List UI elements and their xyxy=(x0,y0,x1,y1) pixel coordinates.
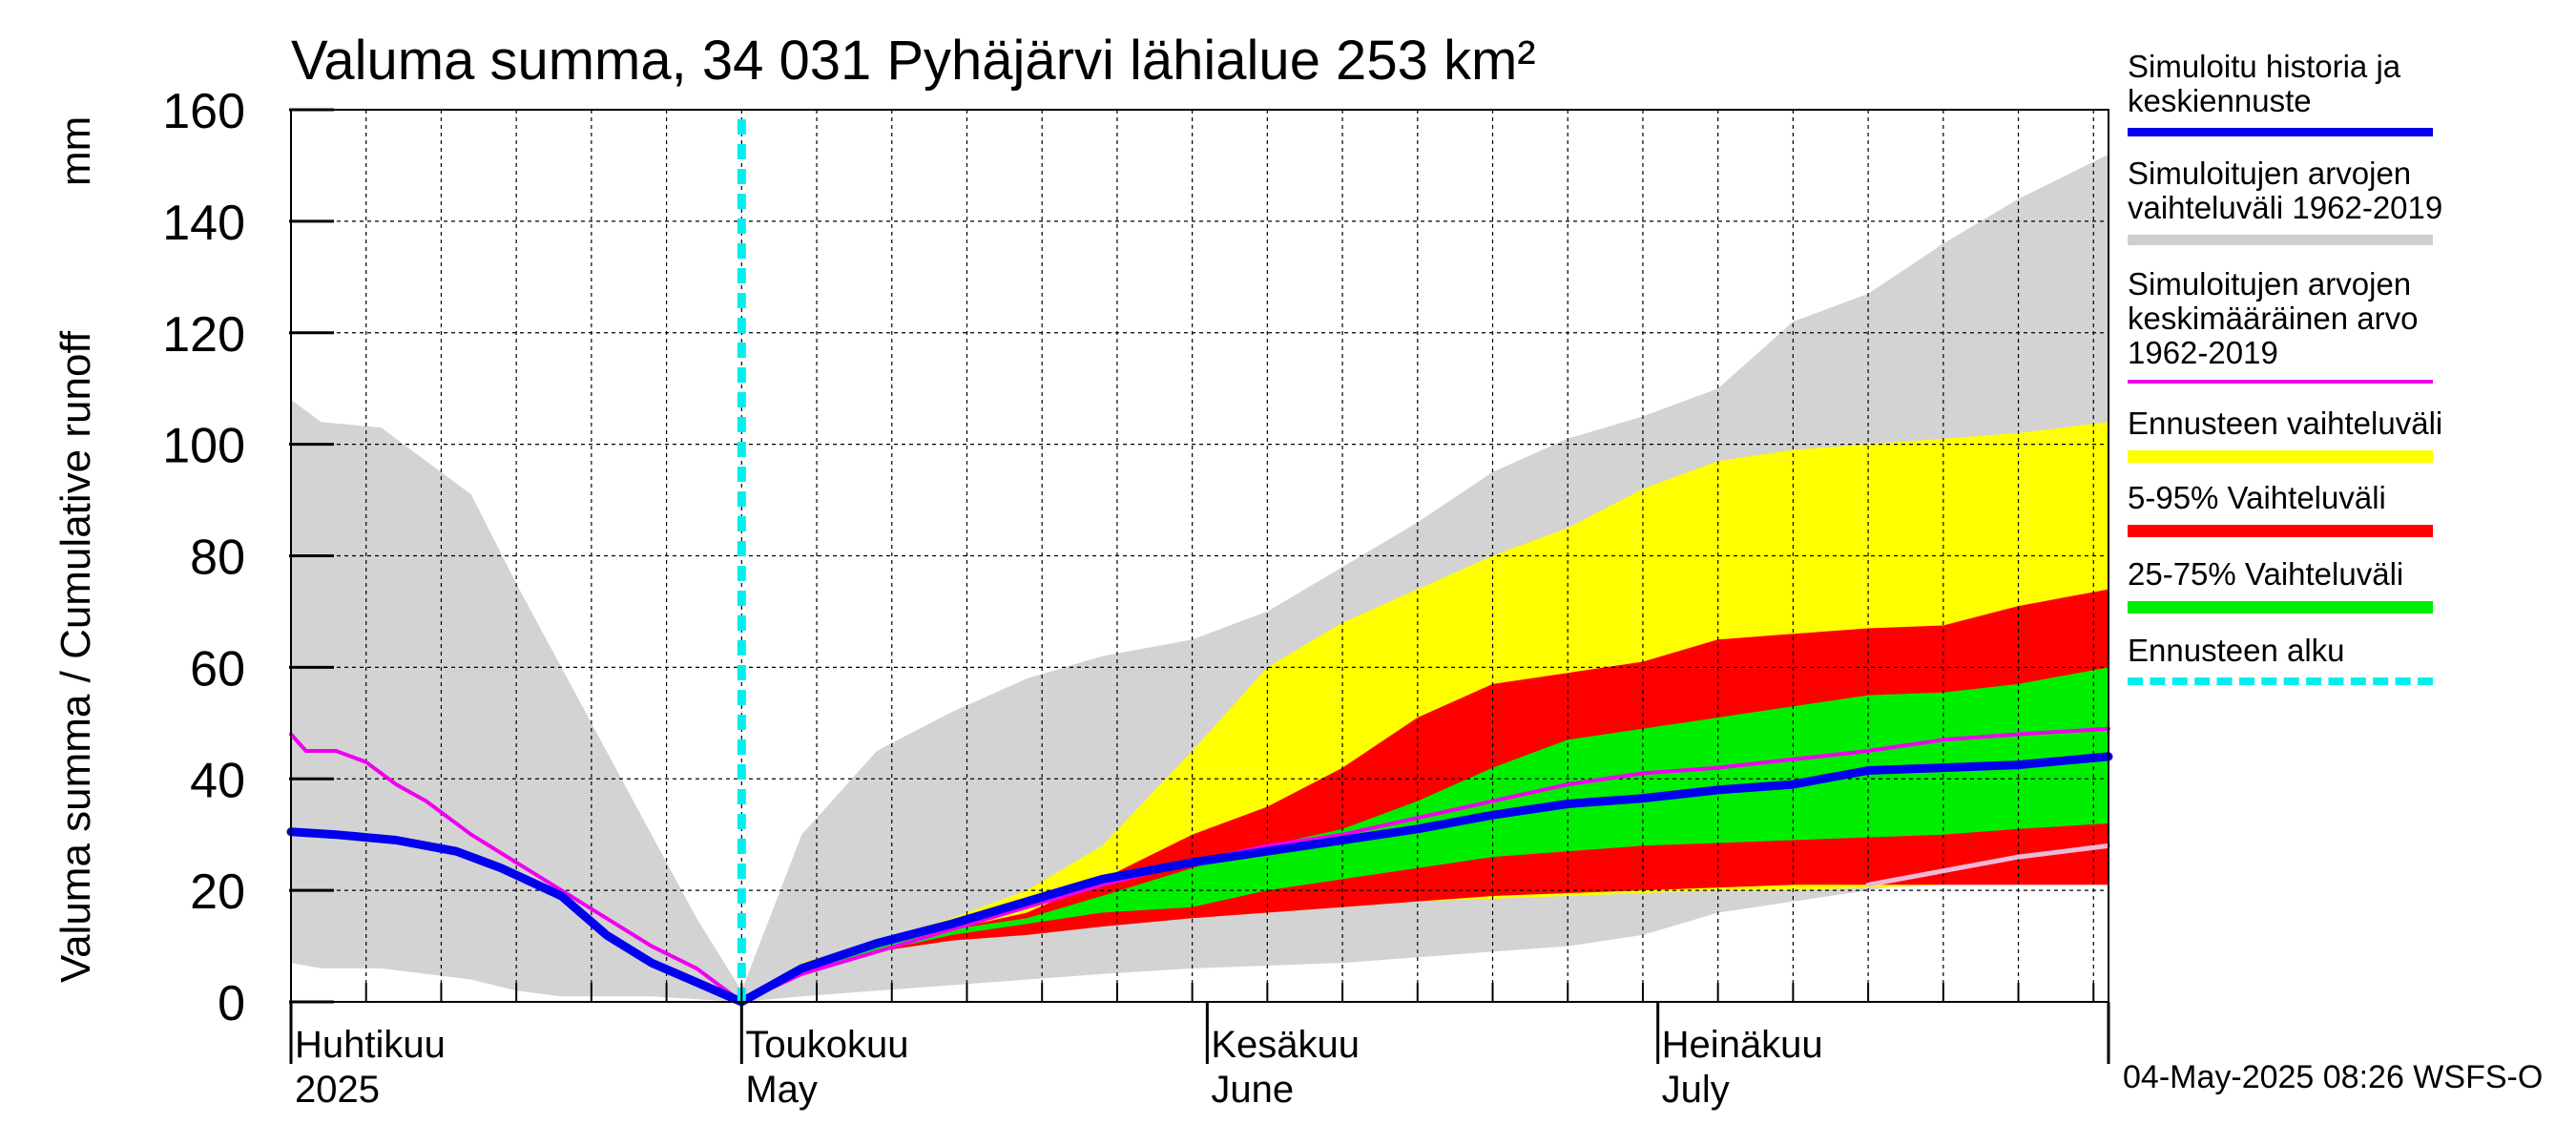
legend-item-forecast-range: Ennusteen vaihteluväli xyxy=(2128,406,2547,463)
month-label-fi: Heinäkuu xyxy=(1662,1024,1823,1066)
month-label-en: June xyxy=(1211,1069,1294,1111)
y-tick-label: 60 xyxy=(190,641,245,697)
y-axis-unit: mm xyxy=(52,115,99,186)
line-simuloitu-historia-ja-keskiennuste xyxy=(286,752,2113,1007)
chart-axes xyxy=(289,108,2110,1064)
y-tick-label: 140 xyxy=(162,196,245,251)
chart-title: Valuma summa, 34 031 Pyhäjärvi lähialue … xyxy=(291,30,1536,92)
y-tick-label: 20 xyxy=(190,864,245,920)
y-axis-label: Valuma summa / Cumulative runoff xyxy=(52,330,99,983)
legend-item-history: Simuloitu historia ja keskiennuste xyxy=(2128,49,2547,136)
y-tick-label: 0 xyxy=(218,976,245,1031)
y-tick-label: 160 xyxy=(162,84,245,139)
legend-item-mean-1962-2019: Simuloitujen arvojen keskimääräinen arvo… xyxy=(2128,266,2547,384)
month-label-fi: Huhtikuu xyxy=(295,1024,446,1066)
legend-swatch xyxy=(2128,677,2433,685)
legend-item-range-1962-2019: Simuloitujen arvojen vaihteluväli 1962-2… xyxy=(2128,156,2547,245)
band-5-95-vaihteluv-li xyxy=(741,589,2109,1002)
chart-bands xyxy=(291,154,2109,1003)
band-25-75-vaihteluv-li xyxy=(741,667,2109,1002)
y-tick-label: 120 xyxy=(162,307,245,363)
legend-label: Ennusteen alku xyxy=(2128,633,2345,668)
legend-swatch xyxy=(2128,525,2433,537)
legend-label: Simuloitu historia ja keskiennuste xyxy=(2128,49,2401,118)
legend-item-forecast-start: Ennusteen alku xyxy=(2128,633,2547,685)
legend-label: Ennusteen vaihteluväli xyxy=(2128,406,2443,441)
y-tick-label: 100 xyxy=(162,419,245,474)
legend-swatch xyxy=(2128,235,2433,245)
chart-lines xyxy=(286,726,2113,1007)
legend-item-25-75: 25-75% Vaihteluväli xyxy=(2128,556,2547,614)
y-tick-label: 40 xyxy=(190,753,245,808)
month-label-en: July xyxy=(1662,1069,1730,1111)
y-tick-label: 80 xyxy=(190,531,245,586)
legend-label: Simuloitujen arvojen keskimääräinen arvo… xyxy=(2128,266,2419,370)
month-label-fi: Kesäkuu xyxy=(1211,1024,1360,1066)
legend-label: 5-95% Vaihteluväli xyxy=(2128,480,2386,515)
legend-swatch xyxy=(2128,128,2433,136)
line-simuloitujen-arvojen-keskim-r-inen-arvo-1962-2019 xyxy=(289,726,2110,1004)
legend-item-5-95: 5-95% Vaihteluväli xyxy=(2128,480,2547,537)
legend-label: 25-75% Vaihteluväli xyxy=(2128,556,2404,592)
line-lower-band-edge xyxy=(1865,843,2111,887)
month-label-fi: Toukokuu xyxy=(745,1024,908,1066)
legend-swatch xyxy=(2128,601,2433,614)
legend-label: Simuloitujen arvojen vaihteluväli 1962-2… xyxy=(2128,156,2443,225)
month-label-en: May xyxy=(745,1069,818,1111)
timestamp: 04-May-2025 08:26 WSFS-O xyxy=(2123,1059,2544,1095)
legend-swatch xyxy=(2128,450,2433,463)
legend-swatch xyxy=(2128,380,2433,384)
month-label-en: 2025 xyxy=(295,1069,380,1111)
chart-grid xyxy=(290,109,2109,1003)
